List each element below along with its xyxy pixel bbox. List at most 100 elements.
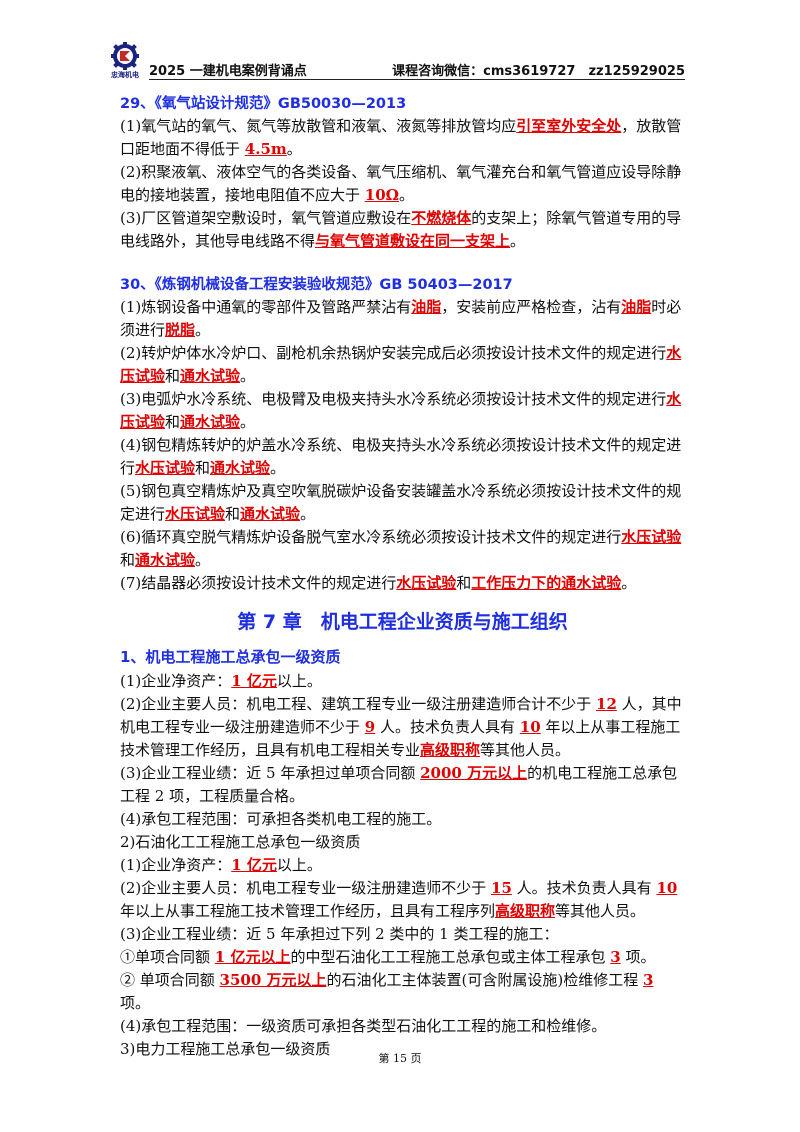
body-text: 等其他人员。 [480,741,571,759]
paragraph: (3)企业工程业绩：近 5 年承担过下列 2 类中的 1 类工程的施工： [120,923,685,946]
highlight-text: 1 亿元 [231,856,277,874]
body-text: ①单项合同额 [120,948,215,966]
highlight-text: 3 [610,948,621,966]
body-text: (1)企业净资产： [120,856,232,874]
body-text: (4)承包工程范围：一级资质可承担各类型石油化工工程的施工和检维修。 [120,1017,607,1035]
paragraph: 2)石油化工工程施工总承包一级资质 [120,831,685,854]
highlight-text: 10 [519,718,541,736]
body-text: 。 [399,186,415,204]
section-title: 29、《氧气站设计规范》GB50030—2013 [120,96,407,112]
highlight-text: 水压试验 [165,505,226,523]
body-text: 以上。 [276,672,322,690]
body-text: ，放散管口距地面不得低于 [120,117,682,158]
body-text: 和 [195,459,211,477]
paragraph: (2)转炉炉体水冷炉口、副枪机余热锅炉安装完成后必须按设计技术文件的规定进行水压… [120,342,685,388]
section-title: 30、《炼钢机械设备工程安装验收规范》GB 50403—2017 [120,277,513,293]
highlight-text: 油脂 [411,298,442,316]
body-text: 。 [286,140,302,158]
body-text: (3)企业工程业绩：近 5 年承担过下列 2 类中的 1 类工程的施工： [120,925,559,943]
body-text: 。 [270,459,286,477]
highlight-text: 引至室外安全处 [516,117,622,135]
gear-logo-icon [111,42,139,70]
section-title: 1、机电工程施工总承包一级资质 [120,648,341,666]
highlight-text: 水压试验 [621,528,682,546]
highlight-text: 水压试验 [120,390,682,431]
body-text: 。 [300,505,316,523]
highlight-text: 通水试验 [240,505,301,523]
paragraph: (4)承包工程范围：可承担各类机电工程的施工。 [120,808,685,831]
paragraph: (3)厂区管道架空敷设时，氧气管道应敷设在不燃烧体的支架上；除氧气管道专用的导电… [120,207,685,253]
body-text: 的支架上；除氧气管道专用的导电线路外，其他导电线路不得 [120,209,682,250]
body-text: (2)积聚液氧、液体空气的各类设备、氧气压缩机、氧气灌充台和氧气管道应设导除静电… [120,163,682,204]
body-text: 和 [225,505,241,523]
body-text: 和 [165,413,181,431]
body-text: (3)厂区管道架空敷设时，氧气管道应敷设在 [120,209,412,227]
paragraph: (4)钢包精炼转炉的炉盖水冷系统、电极夹持头水冷系统必须按设计技术文件的规定进行… [120,434,685,480]
body-text: ，安装前应严格检查，沾有 [441,298,622,316]
body-text: 的石油化工主体装置(可含附属设施)检维修工程 [326,971,644,989]
company-logo: 忠海机电 [103,42,147,82]
highlight-text: 通水试验 [135,551,196,569]
highlight-text: 3500 万元以上 [219,971,327,989]
paragraph: (1)炼钢设备中通氧的零部件及管路严禁沾有油脂，安装前应严格检查，沾有油脂时必须… [120,296,685,342]
body-text: 和 [120,551,136,569]
highlight-text: 9 [364,718,376,736]
body-text: (2)企业主要人员：机电工程、建筑工程专业一级注册建造师合计不少于 [120,695,597,713]
highlight-text: 通水试验 [180,367,241,385]
body-text: 人，其中机电工程专业一级注册建造师不少于 [120,695,682,736]
page-number: 第 15 页 [378,1052,422,1065]
highlight-text: 4.5m [244,140,287,158]
body-text: 。 [195,551,211,569]
paragraph: ② 单项合同额 3500 万元以上的石油化工主体装置(可含附属设施)检维修工程 … [120,969,685,1015]
paragraph: (1)企业净资产：1 亿元以上。 [120,670,685,693]
highlight-text: 高级职称 [495,902,556,920]
highlight-text: 水压试验 [396,574,457,592]
body-text: 的机电工程施工总承包工程 2 项，工程质量合格。 [120,764,678,805]
paragraph: (1)氧气站的氧气、氮气等放散管和液氧、液氮等排放管均应引至室外安全处，放散管口… [120,115,685,161]
body-text: 年以上从事工程施工技术管理工作经历，且具有机电工程相关专业 [120,718,681,759]
highlight-text: 1 亿元 [231,672,277,690]
page-header: 忠海机电 2025 一建机电案例背诵点 课程咨询微信：cms3619727 zz… [103,42,685,82]
body-text: 。 [240,413,256,431]
highlight-text: 工作压力下的通水试验 [471,574,622,592]
paragraph: (1)企业净资产：1 亿元以上。 [120,854,685,877]
body-text: (5)钢包真空精炼炉及真空吹氧脱碳炉设备安装罐盖水冷系统必须按设计技术文件的规定… [120,482,682,523]
paragraph: (2)积聚液氧、液体空气的各类设备、氧气压缩机、氧气灌充台和氧气管道应设导除静电… [120,161,685,207]
highlight-text: 通水试验 [180,413,241,431]
paragraph: ①单项合同额 1 亿元以上的中型石油化工工程施工总承包或主体工程承包 3 项。 [120,946,685,969]
highlight-text: 与氧气管道敷设在同一支架上 [315,232,511,250]
body-text: 。 [621,574,637,592]
body-text: 的中型石油化工工程施工总承包或主体工程承包 [290,948,611,966]
highlight-text: 高级职称 [420,741,481,759]
paragraph: (2)企业主要人员：机电工程、建筑工程专业一级注册建造师合计不少于 12 人，其… [120,693,685,762]
highlight-text: 15 [491,879,512,897]
paragraph: (4)承包工程范围：一级资质可承担各类型石油化工工程的施工和检维修。 [120,1015,685,1038]
body-text: (6)循环真空脱气精炼炉设备脱气室水冷系统必须按设计技术文件的规定进行 [120,528,622,546]
header-divider [149,79,685,80]
body-text: 等其他人员。 [555,902,646,920]
section-spacer [120,253,685,275]
paragraph: (5)钢包真空精炼炉及真空吹氧脱碳炉设备安装罐盖水冷系统必须按设计技术文件的规定… [120,480,685,526]
highlight-text: 通水试验 [210,459,271,477]
document-body: 29、《氧气站设计规范》GB50030—2013 (1)氧气站的氧气、氮气等放散管… [120,94,685,1061]
body-text: (1)企业净资产： [120,672,232,690]
body-text: (7)结晶器必须按设计技术文件的规定进行 [120,574,397,592]
body-text: 。 [195,321,211,339]
body-text: (3)电弧炉水冷系统、电极臂及电极夹持头水冷系统必须按设计技术文件的规定进行 [120,390,667,408]
body-text: (4)钢包精炼转炉的炉盖水冷系统、电极夹持头水冷系统必须按设计技术文件的规定进行 [120,436,682,477]
body-text: 以上。 [276,856,322,874]
body-text: 。 [510,232,526,250]
highlight-text: 10Ω [364,186,400,204]
paragraph: (3)电弧炉水冷系统、电极臂及电极夹持头水冷系统必须按设计技术文件的规定进行水压… [120,388,685,434]
contact-info: 课程咨询微信：cms3619727 zz125929025 [392,64,685,79]
body-text: 项。 [620,948,656,966]
body-text: (1)炼钢设备中通氧的零部件及管路严禁沾有 [120,298,412,316]
body-text: 。 [240,367,256,385]
paragraph: 3)电力工程施工总承包一级资质 [120,1038,685,1061]
highlight-text: 10 [656,879,678,897]
highlight-text: 2000 万元以上 [420,764,528,782]
body-text: 3)电力工程施工总承包一级资质 [120,1040,331,1058]
body-text: 和 [165,367,181,385]
body-text: (2)转炉炉体水冷炉口、副枪机余热锅炉安装完成后必须按设计技术文件的规定进行 [120,344,667,362]
highlight-text: 不燃烧体 [411,209,472,227]
